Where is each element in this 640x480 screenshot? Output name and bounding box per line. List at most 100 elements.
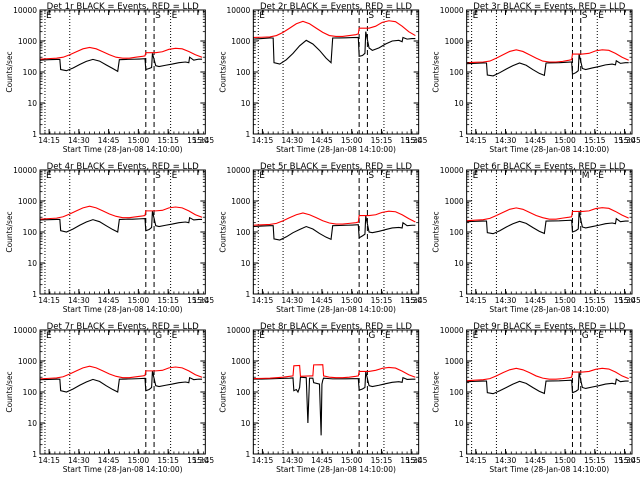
x-axis-label: Start Time (28-Jan-08 14:10:00) <box>276 145 396 154</box>
x-tick-label: 15:15 <box>157 456 179 465</box>
x-tick-label: 15:30 <box>187 296 209 305</box>
time-marker-label: E <box>385 331 391 341</box>
y-tick-label: 1000 <box>445 197 464 206</box>
y-tick-label: 100 <box>449 388 464 397</box>
time-marker-label: S <box>155 171 161 181</box>
x-tick-label: 14:15 <box>38 296 60 305</box>
y-tick-label: 10000 <box>226 326 250 335</box>
lld-series-line <box>39 365 203 380</box>
time-marker-label: G <box>368 331 375 341</box>
plot-frame <box>466 9 633 135</box>
y-tick-label: 10 <box>454 259 464 268</box>
lld-series-line <box>466 367 629 382</box>
y-axis-label: Counts/sec <box>218 371 227 412</box>
x-tick-label: 15:00 <box>341 136 363 145</box>
x-tick-label: 15:30 <box>614 136 636 145</box>
lld-series-line <box>39 46 203 60</box>
x-tick-label: 14:30 <box>68 296 90 305</box>
events-series-line <box>253 31 416 65</box>
y-tick-label: 1 <box>246 450 251 459</box>
y-tick-label: 100 <box>449 68 464 77</box>
y-tick-label: 10000 <box>13 166 37 175</box>
y-tick-label: 10000 <box>13 6 37 15</box>
panel-title: Det 7r BLACK = Events, RED = LLD <box>47 322 199 332</box>
x-tick-label: 14:45 <box>311 456 333 465</box>
x-tick-label: 14:30 <box>281 456 303 465</box>
time-marker-label: E <box>473 11 479 21</box>
x-tick-label: 15:00 <box>554 136 576 145</box>
y-tick-label: 1 <box>32 130 37 139</box>
events-series-line <box>39 211 203 233</box>
y-axis-label: Counts/sec <box>218 51 227 92</box>
x-axis-label: Start Time (28-Jan-08 14:10:00) <box>489 145 609 154</box>
x-tick-label: 14:45 <box>98 456 120 465</box>
x-tick-label: 15:45 <box>619 296 640 305</box>
y-tick-label: 10000 <box>13 326 37 335</box>
y-tick-label: 1 <box>32 290 37 299</box>
x-tick-label: 15:30 <box>400 296 422 305</box>
y-axis-label: Counts/sec <box>5 371 14 412</box>
time-marker-label: E <box>385 171 391 181</box>
time-marker-label: E <box>259 11 265 21</box>
lld-series-line <box>466 207 629 222</box>
y-tick-label: 1000 <box>18 357 37 366</box>
y-tick-label: 1 <box>32 450 37 459</box>
x-tick-label: 15:15 <box>584 296 606 305</box>
time-marker-label: G <box>582 331 589 341</box>
events-series-line <box>39 371 203 393</box>
lld-series-line <box>466 49 629 64</box>
x-tick-label: 14:45 <box>524 456 546 465</box>
x-tick-label: 14:15 <box>465 136 487 145</box>
x-axis-label: Start Time (28-Jan-08 14:10:00) <box>489 305 609 314</box>
x-tick-label: 15:45 <box>406 136 428 145</box>
panel-title: Det 3r BLACK = Events, RED = LLD <box>473 2 625 12</box>
y-tick-label: 1 <box>246 290 251 299</box>
y-tick-label: 1 <box>459 130 464 139</box>
x-tick-label: 15:00 <box>128 136 150 145</box>
y-tick-label: 1000 <box>445 357 464 366</box>
y-tick-label: 1000 <box>231 37 250 46</box>
time-marker-label: E <box>172 331 178 341</box>
y-tick-label: 10 <box>241 259 251 268</box>
events-series-line <box>39 53 203 73</box>
time-marker-label: G <box>155 331 162 341</box>
x-tick-label: 15:00 <box>554 296 576 305</box>
y-tick-label: 100 <box>23 228 38 237</box>
y-tick-label: 10000 <box>440 6 464 15</box>
plot-frame <box>252 9 420 135</box>
panel-title: Det 4r BLACK = Events, RED = LLD <box>47 162 199 172</box>
x-tick-label: 15:45 <box>193 296 215 305</box>
panel-title: Det 8r BLACK = Events, RED = LLD <box>260 322 412 332</box>
events-series-line <box>466 372 629 395</box>
x-tick-label: 15:00 <box>554 456 576 465</box>
x-tick-label: 15:15 <box>157 296 179 305</box>
plot-frame <box>466 169 633 295</box>
x-tick-label: 14:15 <box>465 456 487 465</box>
x-tick-label: 14:15 <box>38 456 60 465</box>
y-axis-label: Counts/sec <box>432 51 441 92</box>
y-tick-label: 10 <box>27 99 37 108</box>
x-tick-label: 14:45 <box>524 136 546 145</box>
lld-series-line <box>253 210 416 226</box>
time-marker-label: E <box>598 11 604 21</box>
y-tick-label: 10 <box>27 259 37 268</box>
y-tick-label: 100 <box>23 388 38 397</box>
x-axis-label: Start Time (28-Jan-08 14:10:00) <box>276 305 396 314</box>
x-tick-label: 15:30 <box>187 136 209 145</box>
x-tick-label: 15:30 <box>614 296 636 305</box>
x-tick-label: 15:15 <box>584 456 606 465</box>
x-tick-label: 14:30 <box>495 296 517 305</box>
x-tick-label: 14:30 <box>281 296 303 305</box>
x-tick-label: 15:00 <box>341 296 363 305</box>
y-axis-label: Counts/sec <box>432 211 441 252</box>
time-marker-label: S <box>368 171 374 181</box>
y-axis-label: Counts/sec <box>5 211 14 252</box>
x-tick-label: 14:45 <box>524 296 546 305</box>
x-tick-label: 15:45 <box>619 456 640 465</box>
y-tick-label: 10 <box>27 419 37 428</box>
events-series-line <box>253 215 416 241</box>
